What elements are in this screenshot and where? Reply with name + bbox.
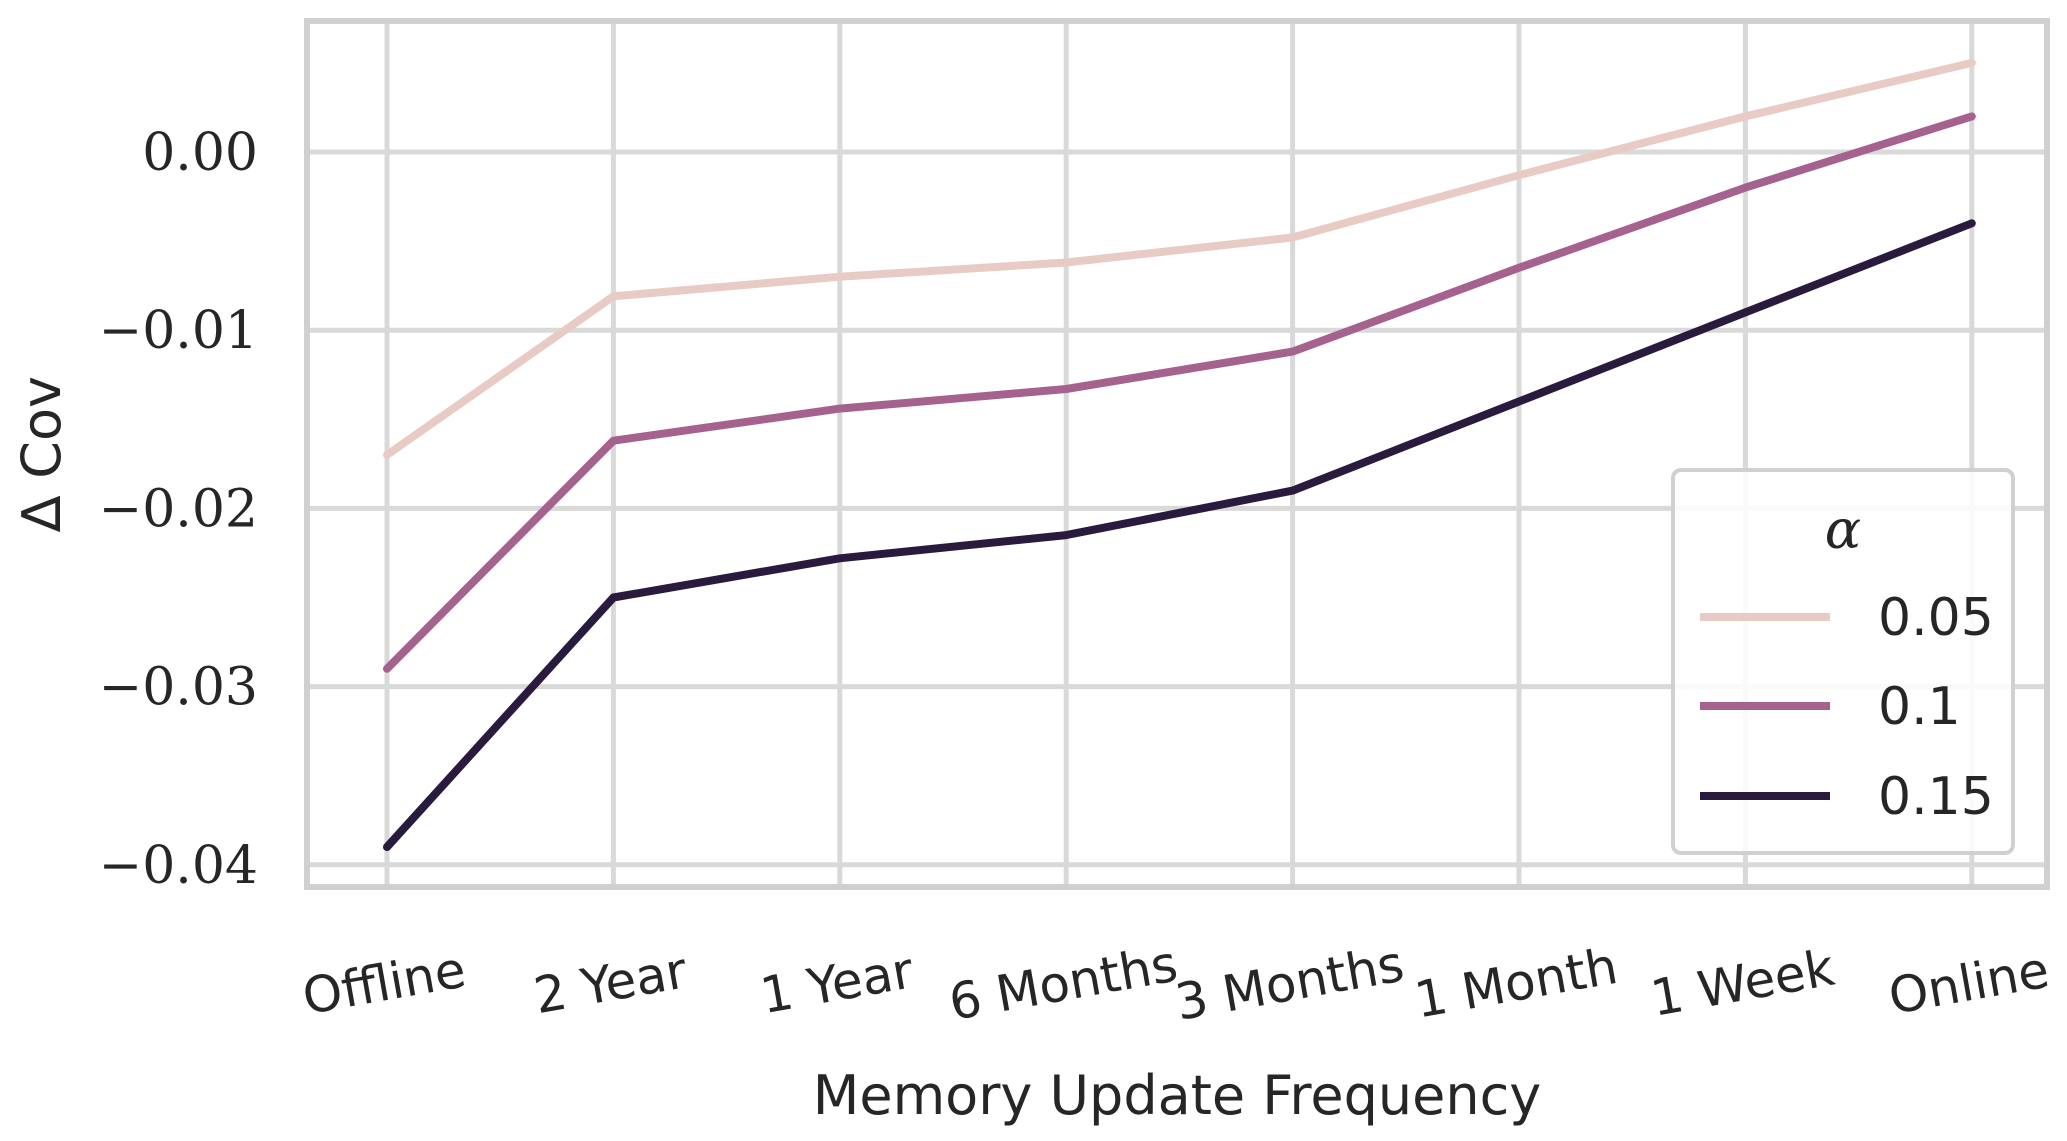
series-line-0.15 <box>383 219 1976 851</box>
x-tick-label: 1 Week <box>1646 939 1838 1028</box>
gridlines <box>310 24 2044 884</box>
series-line-0.05 <box>383 58 1976 459</box>
series-lines <box>383 58 1976 851</box>
plot-frame <box>304 18 2050 890</box>
legend-label: 0.15 <box>1878 767 1994 827</box>
x-tick-label: 1 Year <box>756 941 918 1025</box>
legend-title: α <box>1825 498 1861 561</box>
y-tick-label: −0.03 <box>99 658 258 718</box>
x-tick-label: 6 Months <box>945 935 1182 1032</box>
x-tick-label: 2 Year <box>530 941 692 1025</box>
series-line-0.1 <box>383 112 1976 673</box>
legend-box <box>1671 468 2015 855</box>
y-axis-label: ∆ Cov <box>10 376 73 533</box>
legend-items: 0.05 0.1 0.15 <box>1700 588 1994 827</box>
legend-label: 0.1 <box>1878 677 1961 737</box>
y-tick-label: 0.00 <box>142 123 258 183</box>
y-tick-label: −0.04 <box>99 836 258 896</box>
legend-label: 0.05 <box>1878 588 1994 648</box>
legend: α 0.05 0.1 0.15 <box>1671 468 2015 855</box>
y-tick-label: −0.01 <box>99 301 258 361</box>
y-tick-labels: 0.00 −0.01 −0.02 −0.03 −0.04 <box>99 123 258 896</box>
x-axis-label: Memory Update Frequency <box>813 1064 1541 1127</box>
y-tick-label: −0.02 <box>99 479 258 539</box>
x-tick-label: Offline <box>298 940 470 1026</box>
x-tick-label: 1 Month <box>1410 937 1621 1030</box>
x-tick-label: 3 Months <box>1171 935 1408 1032</box>
x-tick-label: Online <box>1884 941 2053 1026</box>
